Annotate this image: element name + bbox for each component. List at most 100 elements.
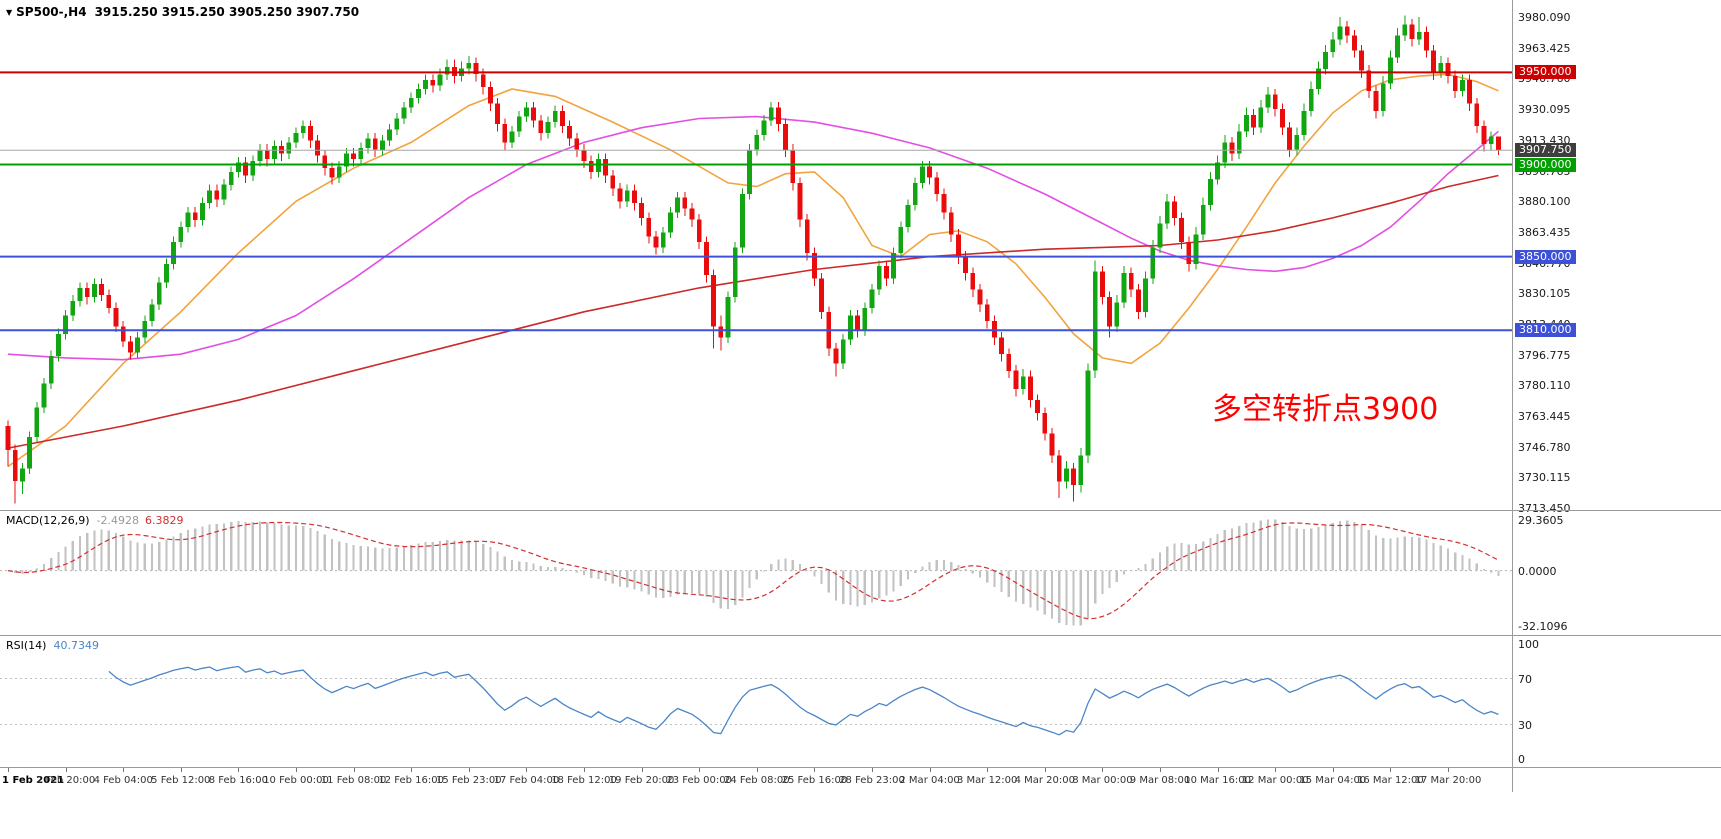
macd-value-signal: 6.3829 [145,514,184,527]
time-tick [353,768,355,772]
main-chart-plot[interactable] [0,0,1512,510]
time-tick [584,768,585,772]
time-axis-label: 8 Mar 00:00 [1072,775,1133,786]
time-tick [814,768,816,772]
time-tick [1217,768,1219,772]
time-axis-label: 3 Mar 12:00 [956,775,1018,786]
time-axis-label: 25 Feb 16:00 [781,775,848,786]
price-axis-label: 3880.100 [1518,195,1571,209]
price-axis-label: 3863.435 [1518,225,1571,239]
price-axis-label: 3796.775 [1518,348,1571,362]
time-axis-label: 10 Mar 16:00 [1184,775,1251,786]
price-badge-3850.000: 3850.000 [1515,249,1576,264]
time-tick [296,768,297,772]
time-axis-label: 12 Mar 00:00 [1241,775,1309,786]
price-axis-label: 3746.780 [1518,440,1571,454]
rsi-plot[interactable] [0,636,1512,767]
price-badge-3950.000: 3950.000 [1515,65,1576,80]
time-tick [1448,768,1449,772]
macd-signal-line [7,521,1499,620]
time-axis-label: 28 Feb 23:00 [839,775,905,786]
chart-title: SP500-,H4 [16,5,87,19]
time-axis-label: 16 Mar 12:00 [1357,775,1424,786]
time-axis-label: 18 Feb 12:00 [551,775,617,786]
time-tick [756,768,758,772]
time-tick [8,768,9,772]
time-tick [699,768,701,772]
price-badge-3810.000: 3810.000 [1515,323,1576,338]
time-axis-label: 4 Feb 04:00 [93,775,153,786]
time-axis-label: 4 Mar 20:00 [1014,775,1075,786]
time-tick [1044,768,1046,772]
time-tick [929,768,931,772]
macd-plot[interactable] [0,511,1512,635]
candles-layer [5,15,1501,504]
price-axis-label: 3963.425 [1518,41,1571,55]
chart-ohlc-values: 3915.250 3915.250 3905.250 3907.750 [94,5,360,19]
time-tick [411,768,413,772]
annotation-text: 多空转折点3900 [1212,392,1439,427]
panel-separator[interactable] [0,635,1721,636]
time-axis-label: 2 Mar 04:00 [899,775,960,786]
time-tick [238,768,240,772]
macd-axis-label: -32.1096 [1518,619,1568,633]
time-tick [872,768,873,772]
symbol-dropdown-icon: ▼ [6,8,13,17]
panel-separator[interactable] [0,767,1721,768]
time-axis-label: 11 Feb 08:00 [320,775,387,786]
time-axis-label: 24 Feb 08:00 [723,775,790,786]
ma-slow-line [7,174,1499,449]
time-tick [526,768,528,772]
price-axis-label: 3713.450 [1518,502,1571,515]
time-tick [180,768,182,772]
time-tick [1160,768,1161,772]
rsi-axis-label: 70 [1518,672,1532,686]
panel-separator[interactable] [0,510,1721,511]
price-axis-label: 3763.445 [1518,410,1571,423]
time-axis-label: 17 Mar 20:00 [1414,775,1482,786]
macd-histogram [14,519,1500,626]
time-tick [987,768,989,772]
time-tick [468,768,470,772]
macd-title: MACD(12,26,9) [6,514,90,527]
macd-axis-label: 0.0000 [1518,564,1557,578]
time-tick [123,768,125,772]
price-axis-label: 3830.105 [1518,287,1571,301]
time-axis-label: 1 Feb 2021 [2,775,65,786]
price-axis-label: 3930.095 [1518,103,1571,117]
time-axis-label: 19 Feb 20:00 [608,775,675,786]
rsi-axis-label: 100 [1518,638,1539,651]
time-axis-label: 12 Feb 16:00 [378,775,444,786]
time-axis-label: 17 Feb 04:00 [493,775,560,786]
macd-header: MACD(12,26,9) -2.4928 6.3829 [6,514,184,527]
time-axis-label: 5 Feb 12:00 [151,775,211,786]
time-tick [1390,768,1392,772]
time-axis: 1 Feb 2021 2 Feb 20:00 4 Feb 04:00 5 Feb 12… [0,768,1712,796]
macd-value-main: -2.4928 [96,514,140,527]
axis-separator [1512,0,1513,792]
time-axis-label: 10 Feb 00:00 [263,775,329,786]
time-axis-label: 15 Feb 23:00 [435,775,502,786]
time-axis-label: 23 Feb 00:00 [666,775,732,786]
chart-header: ▼ SP500-,H4 3915.250 3915.250 3905.250 390… [6,5,359,19]
current-price-badge: 3907.750 [1515,143,1576,158]
rsi-axis-label: 0 [1518,753,1525,766]
time-axis-label: 2 Feb 20:00 [35,775,96,786]
time-tick [1102,768,1104,772]
ma-fast-line [7,73,1499,468]
price-axis: 3980.0903963.4253946.7603930.0953913.430… [1513,0,1720,800]
rsi-axis-label: 30 [1518,718,1532,732]
time-tick [65,768,67,772]
rsi-header: RSI(14) 40.7349 [6,639,99,652]
rsi-line [108,665,1499,736]
macd-axis-label: 29.3605 [1518,513,1564,527]
time-tick [1275,768,1277,772]
price-badge-3900.000: 3900.000 [1515,157,1576,172]
price-axis-label: 3730.115 [1518,471,1571,485]
time-tick [641,768,643,772]
price-axis-label: 3780.110 [1518,379,1571,393]
time-axis-label: 15 Mar 04:00 [1299,775,1367,786]
rsi-value: 40.7349 [53,639,99,652]
ma-mid-line [7,115,1499,361]
